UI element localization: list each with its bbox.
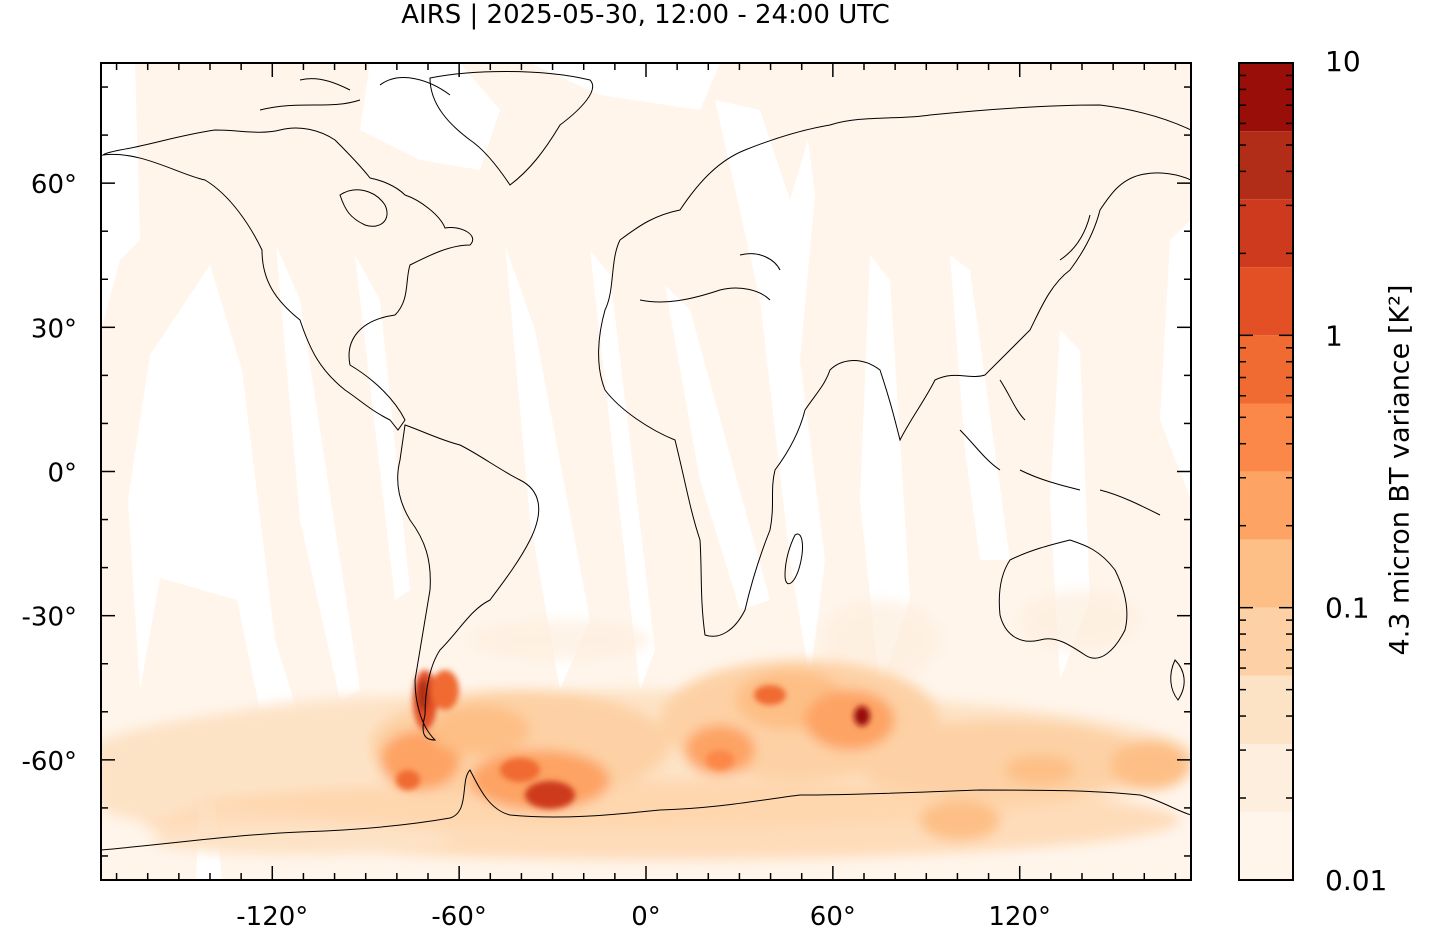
- colorbar-bin: [1239, 199, 1293, 268]
- colorbar-ticks: 10 1 0.1 0.01: [1239, 45, 1387, 897]
- variance-patch: [396, 770, 420, 790]
- orbit-gap: [530, 63, 720, 110]
- variance-hotspots: [396, 670, 870, 809]
- orbit-gap: [715, 100, 825, 680]
- orbit-gap: [128, 265, 300, 720]
- variance-patch: [1005, 755, 1075, 785]
- variance-patch: [525, 781, 575, 809]
- orbit-gap: [101, 63, 140, 330]
- x-tick-label: -60°: [431, 902, 486, 930]
- variance-patch: [854, 706, 870, 726]
- orbit-gap: [950, 255, 1010, 560]
- variance-patch: [1020, 590, 1140, 650]
- variance-patch: [805, 690, 895, 750]
- orbit-gap: [360, 63, 500, 170]
- x-tick-label: 0°: [631, 902, 661, 930]
- coastline-eurasia-africa: [598, 104, 1191, 637]
- orbit-gaps: [101, 63, 1191, 880]
- y-tick-label: 30°: [31, 314, 77, 344]
- x-tick-label: 60°: [810, 902, 856, 930]
- coastline-europe-med: [639, 253, 781, 303]
- variance-patch: [500, 758, 540, 782]
- x-axis: -120° -60° 0° 60° 120°: [115, 63, 1177, 930]
- colorbar-bin: [1239, 607, 1293, 676]
- variance-patch: [430, 705, 530, 755]
- y-tick-label: 0°: [47, 459, 77, 489]
- coastlines: [101, 71, 1191, 851]
- y-tick-label: -30°: [22, 603, 77, 633]
- variance-patch: [417, 679, 429, 711]
- colorbar-frame: [1238, 62, 1294, 881]
- variance-patch: [706, 750, 734, 770]
- orbit-gap: [355, 255, 410, 600]
- variance-patch: [850, 720, 1150, 800]
- colorbar-bin: [1239, 539, 1293, 608]
- colorbar-bin: [1239, 63, 1293, 132]
- x-tick-label: 120°: [988, 902, 1051, 930]
- orbit-gap: [505, 245, 590, 690]
- coastline-antarctica: [101, 769, 1191, 851]
- coastline-new-zealand: [1170, 659, 1185, 701]
- y-tick-label: -60°: [22, 747, 77, 777]
- variance-patch: [1110, 740, 1190, 790]
- colorbar-bin: [1239, 335, 1293, 404]
- variance-patch: [150, 825, 450, 855]
- coastline-north-america: [101, 127, 473, 431]
- coastline-south-america: [397, 424, 540, 741]
- y-axis: 60° 30° 0° -30° -60°: [22, 86, 1191, 857]
- coastline-australia: [998, 539, 1128, 659]
- colorbar-bin: [1239, 811, 1293, 880]
- orbit-gap: [860, 255, 910, 690]
- colorbar-tick-label: 0.1: [1325, 592, 1370, 625]
- colorbar: [1239, 63, 1293, 880]
- colorbar-bin: [1239, 743, 1293, 812]
- colorbar-bin: [1239, 675, 1293, 744]
- coastline-hudson-bay: [339, 189, 388, 227]
- coastline-southeast-asia: [959, 379, 1161, 516]
- colorbar-tick-label: 10: [1325, 45, 1361, 78]
- variance-patch: [470, 620, 650, 660]
- orbit-gap: [665, 285, 770, 610]
- map-plot-area: [101, 63, 1191, 880]
- map-title: AIRS | 2025-05-30, 12:00 - 24:00 UTC: [401, 0, 890, 30]
- orbit-gap: [276, 245, 360, 700]
- colorbar-tick-label: 1: [1325, 319, 1343, 352]
- variance-patch: [431, 670, 459, 710]
- coastline-madagascar: [784, 533, 803, 585]
- orbit-gap: [590, 250, 655, 690]
- y-tick-label: 60°: [31, 170, 77, 200]
- variance-field: [101, 660, 1191, 860]
- coastline-arctic-islands: [259, 77, 451, 111]
- variance-patch: [820, 600, 940, 680]
- variance-patch: [101, 760, 190, 820]
- variance-patch: [754, 685, 786, 705]
- colorbar-bin: [1239, 267, 1293, 336]
- coastline-greenland: [429, 71, 594, 186]
- x-tick-label: -120°: [236, 902, 308, 930]
- colorbar-bin: [1239, 131, 1293, 200]
- orbit-gap: [1160, 220, 1191, 500]
- colorbar-title: 4.3 micron BT variance [K²]: [1384, 284, 1416, 656]
- colorbar-tick-label: 0.01: [1325, 864, 1387, 897]
- variance-patch: [920, 800, 1000, 840]
- colorbar-bin: [1239, 403, 1293, 472]
- coastline-japan: [1059, 214, 1091, 261]
- colorbar-bin: [1239, 471, 1293, 540]
